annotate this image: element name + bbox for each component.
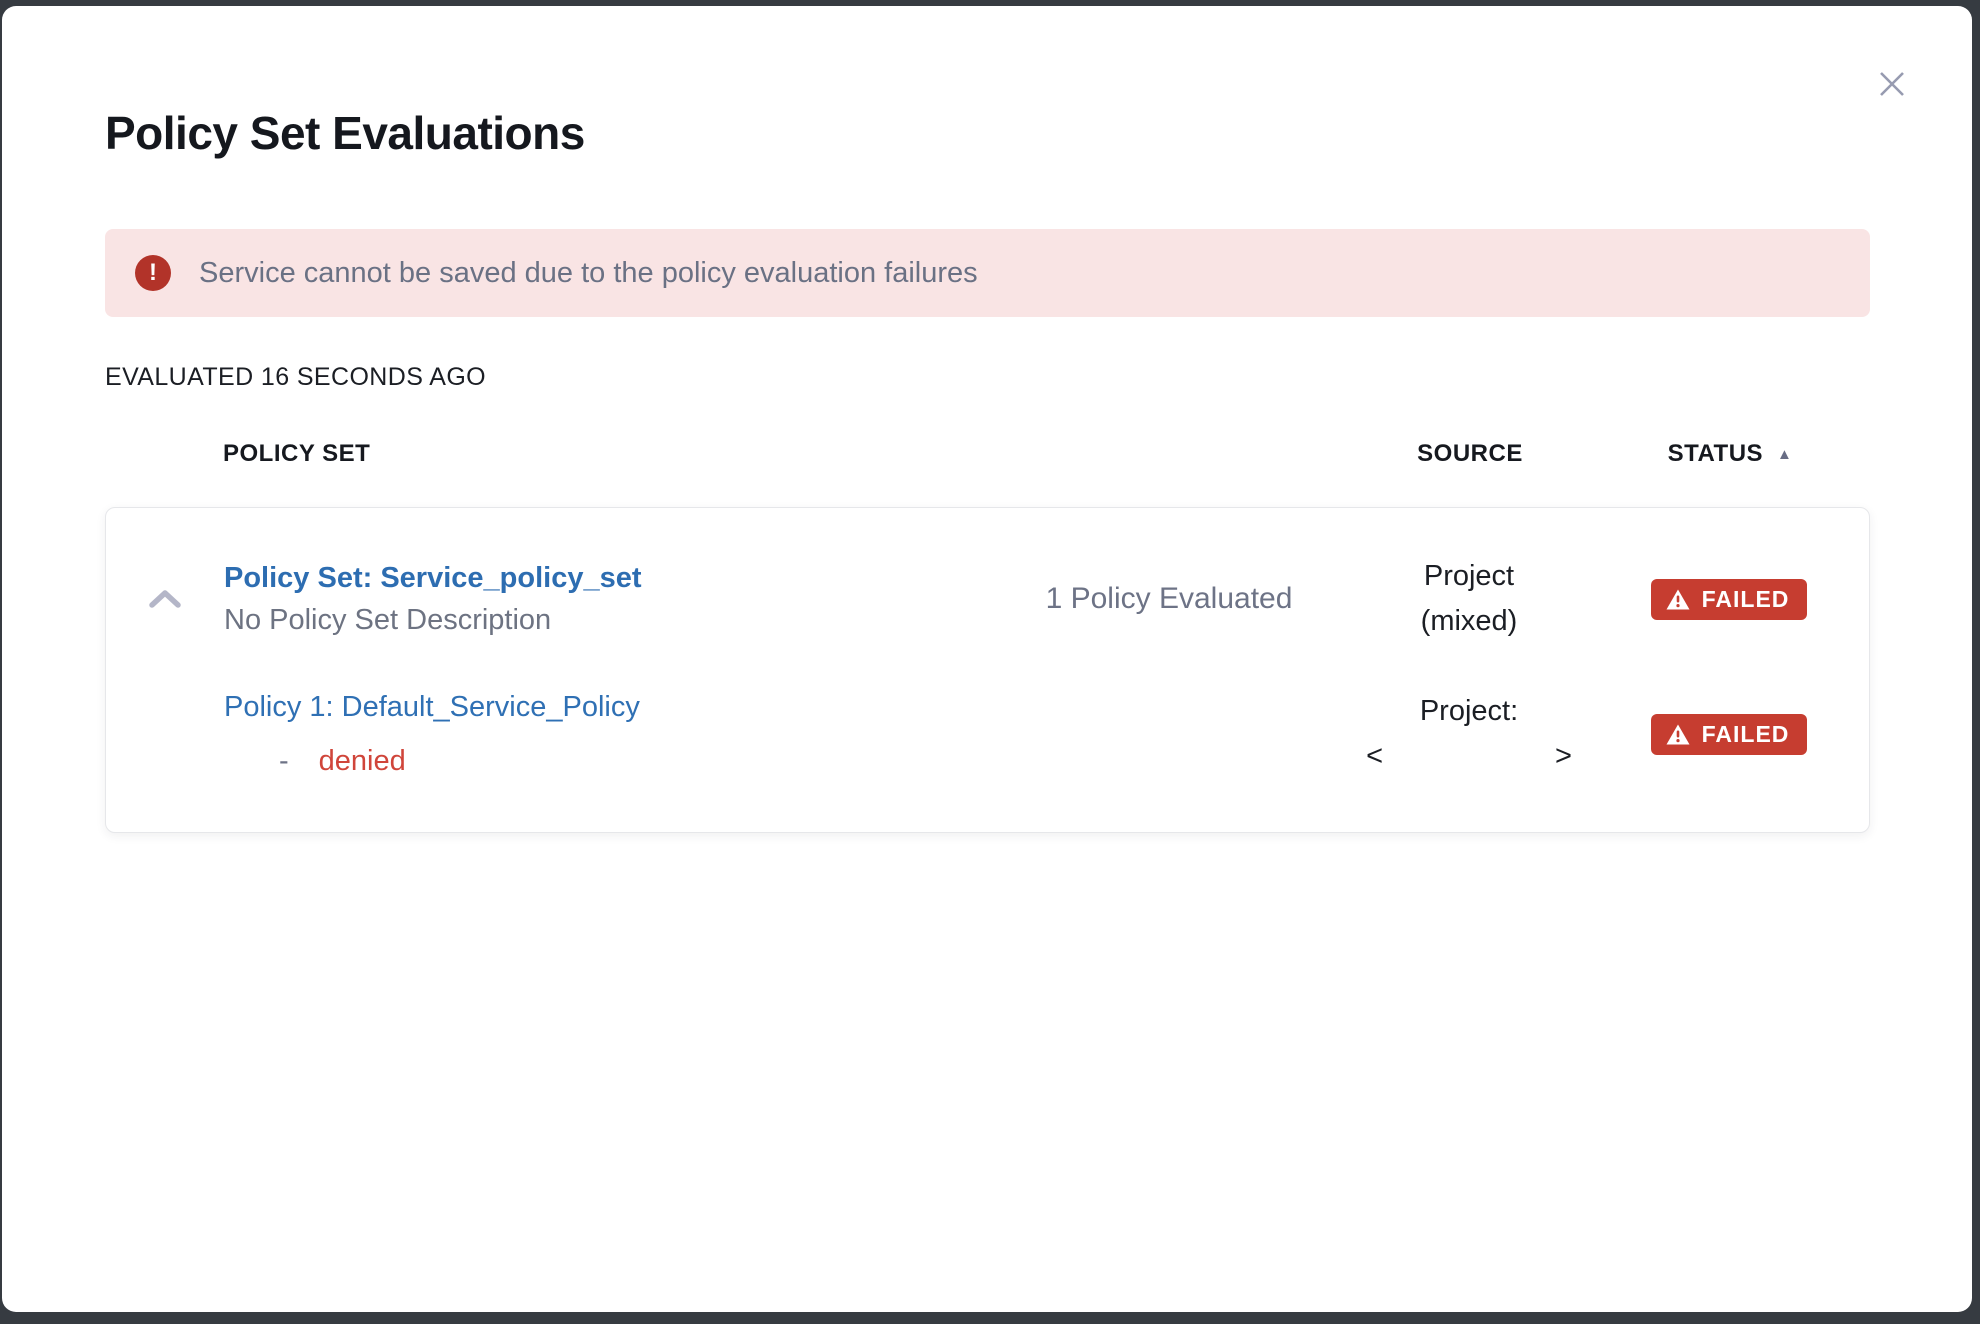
error-banner-text: Service cannot be saved due to the polic… (199, 256, 978, 289)
policy-set-evaluations-modal: Policy Set Evaluations ! Service cannot … (2, 6, 1972, 1312)
policy-link[interactable]: Policy 1: Default_Service_Policy (224, 691, 640, 724)
modal-title: Policy Set Evaluations (105, 107, 585, 159)
evaluations-card: Policy Set: Service_policy_set No Policy… (105, 507, 1870, 834)
status-badge-failed: FAILED (1650, 578, 1808, 620)
close-icon (1880, 72, 1904, 96)
collapse-row-button[interactable] (143, 579, 187, 619)
close-button[interactable] (1870, 62, 1914, 106)
status-badge-label: FAILED (1701, 585, 1790, 612)
status-badge-failed: FAILED (1650, 713, 1808, 755)
table-row: Policy Set: Service_policy_set No Policy… (106, 554, 1869, 644)
sort-ascending-icon: ▲ (1777, 445, 1793, 463)
status-badge-label: FAILED (1701, 720, 1790, 747)
source-line-1: Project: (1419, 695, 1519, 728)
policy-set-description: No Policy Set Description (224, 604, 552, 637)
column-header-policy-set: POLICY SET (223, 440, 371, 468)
policy-detail-line: - denied (224, 740, 989, 782)
status-header-label: STATUS (1667, 440, 1764, 468)
source-line-2: (mixed) (1420, 605, 1518, 638)
table-header-row: POLICY SET SOURCE STATUS ▲ (105, 440, 1870, 468)
policy-set-link[interactable]: Policy Set: Service_policy_set (224, 562, 642, 595)
detail-dash: - (279, 745, 289, 778)
policies-evaluated-count: 1 Policy Evaluated (1045, 582, 1293, 616)
column-header-status[interactable]: STATUS ▲ (1590, 440, 1870, 468)
chevron-up-icon (149, 590, 181, 608)
angle-open: < (1366, 740, 1383, 773)
source-line-1: Project (1423, 560, 1515, 593)
error-banner: ! Service cannot be saved due to the pol… (105, 229, 1870, 318)
warning-triangle-icon (1666, 724, 1690, 745)
source-cell: Project (mixed) (1349, 554, 1589, 644)
table-row: Policy 1: Default_Service_Policy - denie… (106, 686, 1869, 782)
column-header-source: SOURCE (1417, 440, 1523, 468)
source-line-2: < > (1349, 734, 1589, 779)
angle-close: > (1555, 740, 1572, 773)
warning-triangle-icon (1666, 589, 1690, 610)
denied-label: denied (318, 745, 406, 778)
error-exclamation-icon: ! (135, 255, 171, 292)
source-cell: Project: < > (1349, 689, 1589, 779)
evaluated-timestamp: EVALUATED 16 SECONDS AGO (105, 363, 487, 392)
